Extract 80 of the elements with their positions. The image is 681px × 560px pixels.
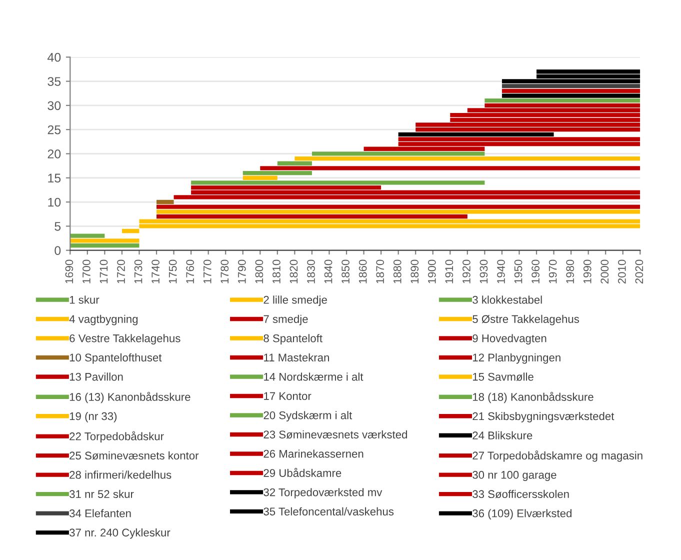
y-tick-label: 10 <box>48 198 61 207</box>
x-tick-label: 1860 <box>358 260 367 284</box>
x-tick-label: 1960 <box>532 260 540 284</box>
x-tick-label: 1840 <box>324 260 332 284</box>
y-tick-label: 30 <box>48 101 61 110</box>
y-tick-label: 25 <box>48 125 61 134</box>
legend-label: 33 Søofficersskolen <box>472 490 569 498</box>
legend-label: 22 Torpedobådskur <box>70 431 164 442</box>
x-tick-label: 1690 <box>65 260 74 284</box>
x-tick-label: 1760 <box>186 260 194 284</box>
legend-label: 15 Savmølle <box>472 372 534 381</box>
x-tick-label: 1880 <box>393 260 402 284</box>
legend-label: 8 Spanteloft <box>264 334 322 344</box>
legend-label: 27 Torpedobådskamre og magasin <box>472 450 642 462</box>
legend-label: 18 (18) Kanonbådsskure <box>472 392 594 404</box>
legend-label: 1 skur <box>70 296 100 304</box>
x-tick-label: 1830 <box>307 260 315 284</box>
legend-label: 2 lille smedje <box>264 296 327 306</box>
x-tick-label: 1800 <box>255 260 264 284</box>
x-tick-label: 1730 <box>134 260 142 284</box>
legend-label: 28 infirmeri/kedelhus <box>70 470 172 479</box>
x-tick-label: 1770 <box>203 260 212 284</box>
x-tick-label: 2010 <box>618 260 626 284</box>
x-tick-label: 1850 <box>342 260 350 284</box>
legend-label: 23 Søminevæsnets værksted <box>264 430 407 439</box>
x-tick-label: 1750 <box>168 260 177 284</box>
legend-label: 16 (13) Kanonbådsskure <box>70 392 190 404</box>
y-tick-label: 0 <box>54 246 61 255</box>
y-tick-label: 20 <box>48 150 61 158</box>
legend-label: 3 klokkestabel <box>472 296 542 304</box>
legend-label: 31 nr 52 skur <box>70 490 134 498</box>
legend-label: 20 Sydskærm i alt <box>264 411 352 422</box>
legend-label: 24 Blikskure <box>472 431 532 440</box>
legend-label: 21 Skibsbygningsværkstedet <box>472 412 614 422</box>
x-tick-label: 2000 <box>600 260 609 284</box>
x-tick-label: 1720 <box>117 260 125 284</box>
legend-label: 5 Østre Takkelagehus <box>472 314 580 326</box>
x-tick-label: 1820 <box>290 260 298 284</box>
y-tick-label: 5 <box>54 222 61 231</box>
x-tick-label: 1970 <box>548 260 557 284</box>
legend-label: 32 Torpedoværksted mv <box>264 488 382 498</box>
x-tick-label: 1900 <box>428 260 436 284</box>
y-tick-label: 35 <box>48 77 61 86</box>
legend-label: 6 Vestre Takkelagehus <box>70 334 180 344</box>
y-tick-label: 40 <box>48 52 61 62</box>
x-tick-label: 1870 <box>376 260 384 284</box>
legend-label: 17 Kontor <box>264 392 312 400</box>
x-tick-label: 1980 <box>566 260 574 284</box>
x-tick-label: 1910 <box>445 260 454 284</box>
x-tick-label: 1950 <box>514 260 522 284</box>
x-tick-label: 1890 <box>410 260 419 284</box>
x-tick-label: 1940 <box>497 260 505 284</box>
legend-label: 25 Søminevæsnets kontor <box>70 451 199 460</box>
legend-label: 35 Telefoncental/vaskehus <box>264 507 394 516</box>
x-tick-label: 1990 <box>583 260 592 284</box>
legend-label: 13 Pavillon <box>70 372 123 381</box>
legend-label: 36 (109) Elværksted <box>472 509 572 520</box>
legend-label: 29 Ubådskamre <box>264 468 342 477</box>
legend-label: 7 smedje <box>264 314 308 326</box>
legend-label: 19 (nr 33) <box>70 412 117 422</box>
x-tick-label: 1790 <box>238 260 246 284</box>
legend-label: 10 Spantelofthuset <box>70 353 162 364</box>
x-tick-label: 1740 <box>152 260 160 284</box>
x-tick-label: 1920 <box>462 260 470 284</box>
legend-label: 9 Hovedvagten <box>472 334 546 344</box>
legend-label: 11 Mastekran <box>264 353 329 362</box>
x-tick-label: 2020 <box>635 260 644 284</box>
x-tick-label: 1930 <box>480 260 488 284</box>
x-tick-label: 1710 <box>100 260 108 284</box>
legend-label: 4 vagtbygning <box>69 314 138 326</box>
legend-label: 12 Planbygningen <box>472 353 560 364</box>
y-tick-label: 15 <box>48 174 61 183</box>
x-tick-label: 1700 <box>82 260 90 284</box>
legend-label: 37 nr. 240 Cykleskur <box>70 528 170 539</box>
x-tick-label: 1780 <box>220 260 229 284</box>
legend-label: 26 Marinekassernen <box>264 450 364 458</box>
legend-label: 14 Nordskærme i alt <box>264 372 364 381</box>
legend-label: 30 nr 100 garage <box>472 470 556 481</box>
x-tick-label: 1810 <box>272 260 280 284</box>
legend-label: 34 Elefanten <box>70 509 131 518</box>
